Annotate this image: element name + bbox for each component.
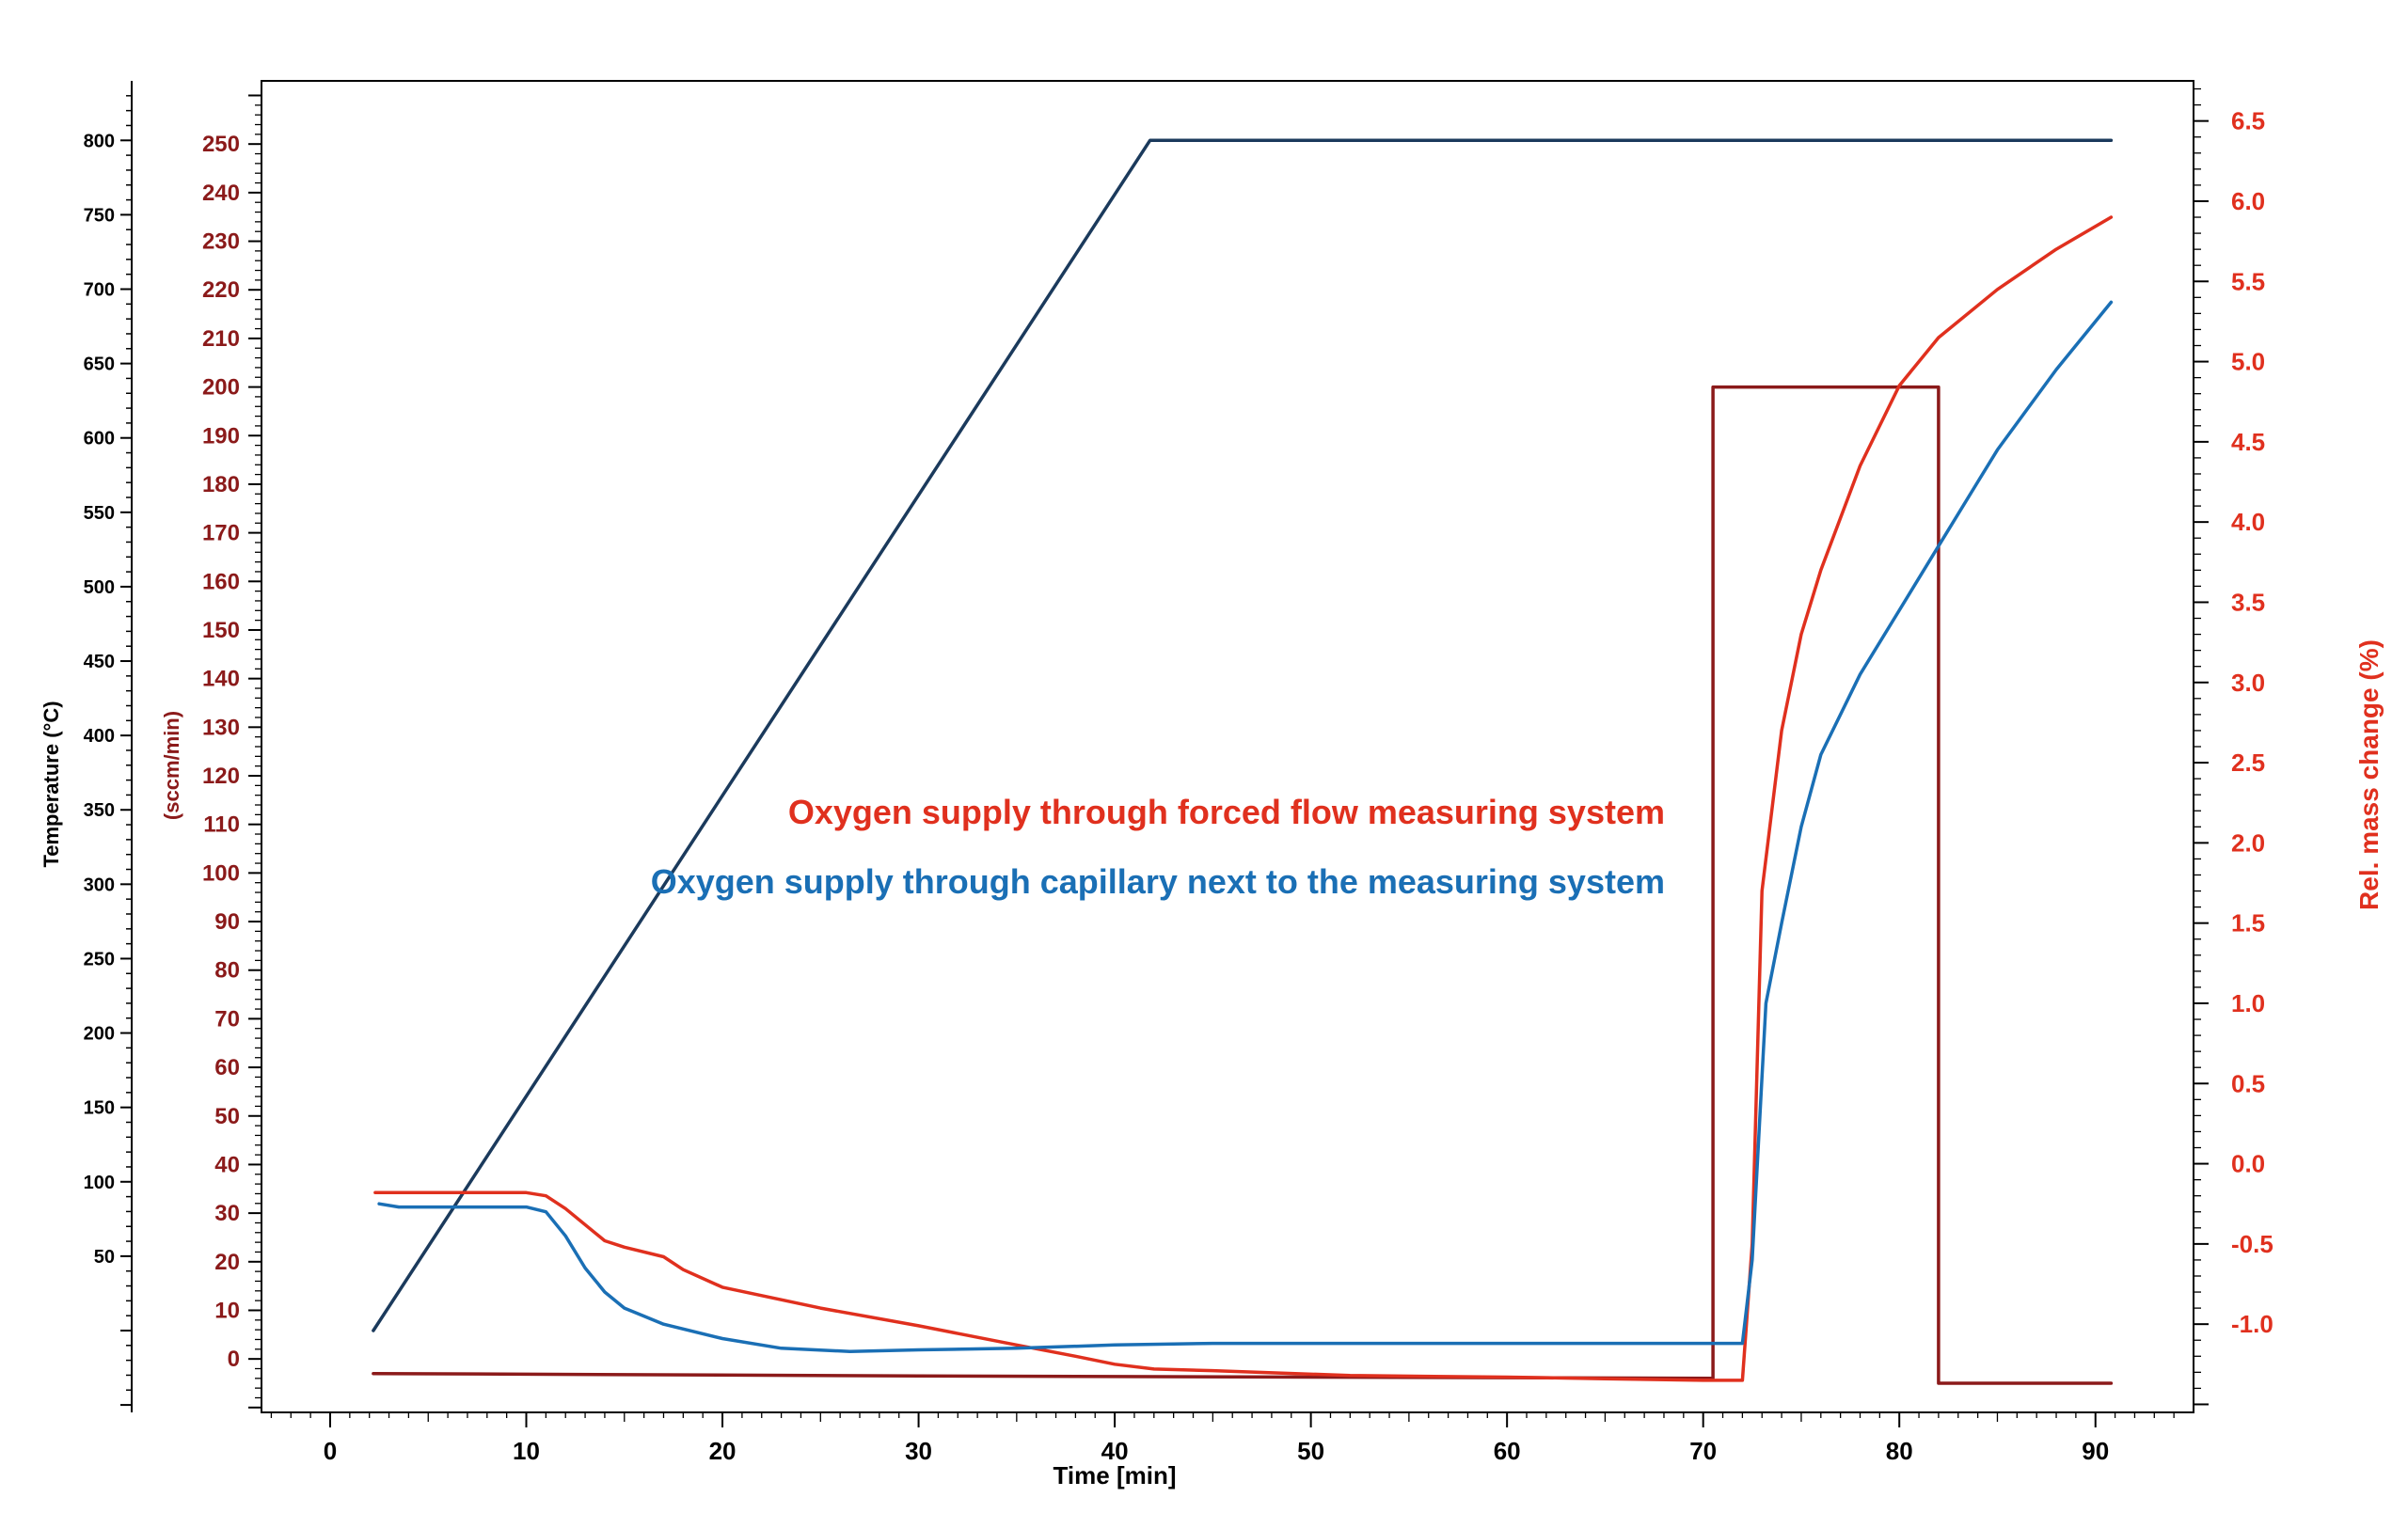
- mass-tick-label: 2.0: [2231, 828, 2265, 857]
- flow-tick-label: 40: [214, 1152, 240, 1177]
- annotation-capillary: Oxygen supply through capillary next to …: [651, 862, 1665, 901]
- flow-tick-label: 80: [214, 958, 240, 984]
- plot-border: [261, 80, 2194, 1413]
- flow-series-line: [372, 385, 2114, 1385]
- capillary-mass-series-line: [377, 300, 2114, 1353]
- mass-tick-label: 3.5: [2231, 588, 2265, 616]
- mass-tick-label: -1.0: [2231, 1310, 2273, 1338]
- annotations: Oxygen supply through forced flow measur…: [651, 793, 1665, 901]
- mass-tick-label: 4.0: [2231, 508, 2265, 536]
- temperature-tick-label: 350: [84, 800, 115, 821]
- flow-tick-label: 10: [214, 1298, 240, 1323]
- mass-axis-label: Rel. mass change (%): [2354, 639, 2384, 910]
- mass-tick-label: 6.5: [2231, 107, 2265, 135]
- flow-tick-label: 170: [202, 521, 240, 546]
- temperature-tick-label: 500: [84, 577, 115, 598]
- mass-tick-label: 5.0: [2231, 348, 2265, 376]
- flow-tick-label: 230: [202, 229, 240, 255]
- mass-axis: -1.0 -0.5 0.0 0.5 1.0 1.5 2.0 2.5 3.0 3.5 4.0 4.5 5.…: [2194, 87, 2384, 1406]
- flow-tick-label: 110: [203, 812, 240, 838]
- temperature-axis-label: Temperature (°C): [40, 701, 63, 867]
- temperature-tick-label: 150: [84, 1098, 115, 1119]
- flow-tick-label: 240: [202, 181, 240, 206]
- flow-tick-label: 180: [202, 472, 240, 497]
- mass-tick-label: 1.5: [2231, 909, 2265, 938]
- x-tick-label: 90: [2082, 1437, 2109, 1465]
- flow-tick-label: 90: [214, 909, 240, 935]
- flow-tick-label: 140: [202, 667, 240, 692]
- mass-tick-label: 3.0: [2231, 669, 2265, 697]
- x-tick-label: 80: [1886, 1437, 1913, 1465]
- temperature-tick-label: 800: [84, 131, 115, 151]
- flow-tick-label: 30: [214, 1201, 240, 1226]
- mass-tick-label: 6.0: [2231, 187, 2265, 215]
- temperature-tick-label: 400: [84, 726, 115, 747]
- flow-tick-label: 70: [214, 1006, 240, 1032]
- flow-tick-label: 120: [202, 764, 240, 789]
- x-tick-label: 30: [905, 1437, 932, 1465]
- flow-tick-label: 220: [202, 277, 240, 303]
- x-tick-label: 40: [1101, 1437, 1129, 1465]
- series-group: [372, 138, 2114, 1385]
- temperature-tick-label: 600: [84, 429, 115, 449]
- flow-tick-label: 130: [202, 715, 240, 740]
- mass-tick-label: 2.5: [2231, 749, 2265, 777]
- flow-tick-label: 190: [202, 423, 240, 449]
- mass-tick-label: -0.5: [2231, 1230, 2273, 1258]
- flow-tick-label: 250: [202, 132, 240, 157]
- temperature-tick-label: 650: [84, 355, 115, 375]
- x-tick-label: 50: [1297, 1437, 1324, 1465]
- temperature-tick-label: 550: [84, 503, 115, 524]
- flow-tick-label: 20: [214, 1250, 240, 1275]
- mass-tick-label: 5.5: [2231, 267, 2265, 295]
- temperature-tick-label: 750: [84, 205, 115, 226]
- flow-axis-label: (sccm/min): [160, 711, 183, 820]
- temperature-tick-label: 200: [84, 1024, 115, 1045]
- x-tick-label: 70: [1689, 1437, 1717, 1465]
- annotation-forced-flow: Oxygen supply through forced flow measur…: [788, 793, 1665, 831]
- temperature-tick-label: 50: [94, 1247, 115, 1268]
- flow-tick-label: 50: [214, 1104, 240, 1129]
- flow-tick-label: 60: [214, 1055, 240, 1080]
- x-tick-label: 10: [513, 1437, 540, 1465]
- flow-axis: 0 10 20 30 40 50 60 70 80 90 100 110 120 130 140 150 160…: [160, 94, 261, 1409]
- temperature-axis: 50 100 150 200 250 300 350 400 450 500 550 600 650 70…: [40, 81, 133, 1412]
- plot-frame: [261, 80, 2194, 1413]
- mass-tick-label: 0.0: [2231, 1150, 2265, 1178]
- flow-tick-label: 200: [202, 375, 240, 401]
- temperature-tick-label: 700: [84, 279, 115, 300]
- mass-tick-label: 0.5: [2231, 1069, 2265, 1097]
- temperature-tick-label: 450: [84, 652, 115, 672]
- temperature-tick-label: 100: [84, 1173, 115, 1193]
- x-axis-label: Time [min]: [1054, 1461, 1177, 1489]
- forced-flow-mass-series-line: [373, 215, 2114, 1382]
- temperature-tick-label: 300: [84, 875, 115, 895]
- x-tick-label: 60: [1494, 1437, 1521, 1465]
- x-tick-label: 0: [324, 1437, 337, 1465]
- flow-tick-label: 0: [228, 1347, 240, 1372]
- mass-tick-label: 1.0: [2231, 989, 2265, 1017]
- flow-tick-label: 210: [202, 326, 240, 352]
- x-axis: 0 10 20 30 40 50 60 70 80 90 Time [min]: [270, 1412, 2175, 1489]
- mass-tick-label: 4.5: [2231, 428, 2265, 456]
- temperature-series-line: [372, 138, 2114, 1332]
- flow-tick-label: 100: [202, 860, 240, 886]
- flow-tick-label: 150: [202, 618, 240, 643]
- temperature-tick-label: 250: [84, 949, 115, 969]
- flow-tick-label: 160: [202, 569, 240, 594]
- x-tick-label: 20: [709, 1437, 737, 1465]
